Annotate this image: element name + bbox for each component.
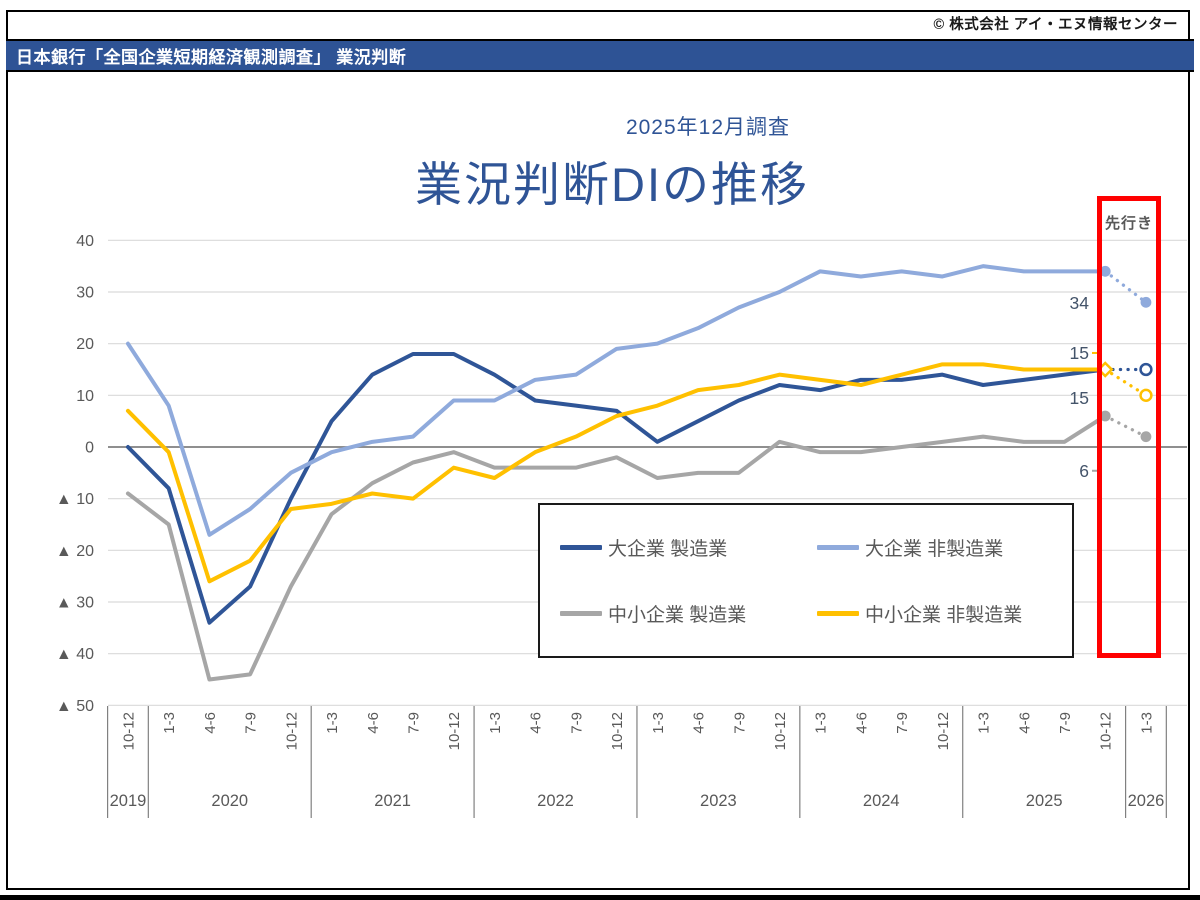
x-axis-year-label: 2026 xyxy=(1128,792,1165,810)
y-axis-tick-label: 0 xyxy=(85,440,94,457)
page-bottom-border xyxy=(0,895,1200,900)
x-axis-year-label: 2023 xyxy=(700,792,737,810)
x-axis-quarter-label: 1-3 xyxy=(976,712,993,734)
x-axis-quarter-label: 10-12 xyxy=(120,712,137,750)
series-end-value-label: 6 xyxy=(1079,461,1089,481)
legend-label-large-nonmanufacturing: 大企業 非製造業 xyxy=(865,539,1004,561)
x-axis-quarter-label: 4-6 xyxy=(528,712,545,734)
series-end-value-label: 34 xyxy=(1070,293,1090,313)
y-axis-tick-label: ▲ 10 xyxy=(56,491,94,508)
x-axis-quarter-label: 7-9 xyxy=(894,712,911,734)
series-end-value-label: 15 xyxy=(1070,388,1089,408)
forecast-point-marker xyxy=(1139,362,1153,377)
x-axis-year-label: 2025 xyxy=(1026,792,1063,810)
x-axis-quarter-label: 7-9 xyxy=(243,712,260,734)
legend-swatch-small-manufacturing xyxy=(560,610,602,616)
data-point-marker xyxy=(1140,296,1152,308)
x-axis-quarter-label: 4-6 xyxy=(365,712,382,734)
data-point-marker xyxy=(1140,431,1152,443)
chart-legend: 大企業 製造業 大企業 非製造業 中小企業 製造業 中小企業 非製造業 xyxy=(538,503,1074,658)
x-axis-quarter-label: 10-12 xyxy=(446,712,463,750)
x-axis-quarter-label: 1-3 xyxy=(813,712,830,734)
series-line xyxy=(125,362,1108,584)
y-axis-tick-label: 40 xyxy=(76,233,94,250)
legend-label-large-manufacturing: 大企業 製造業 xyxy=(608,539,728,561)
y-axis-tick-label: ▲ 40 xyxy=(56,646,94,663)
x-axis-quarter-label: 4-6 xyxy=(202,712,219,734)
legend-row: 中小企業 製造業 中小企業 非製造業 xyxy=(560,600,1072,627)
forecast-label: 先行き xyxy=(1104,215,1153,232)
x-axis-quarter-label: 1-3 xyxy=(1138,712,1155,734)
x-axis-quarter-label: 10-12 xyxy=(609,712,626,750)
x-axis-quarter-label: 4-6 xyxy=(853,712,870,734)
legend-swatch-small-nonmanufacturing xyxy=(817,610,859,616)
x-axis-quarter-label: 1-3 xyxy=(650,712,667,734)
x-axis-year-label: 2019 xyxy=(110,792,147,810)
series-forecast-dotted-line xyxy=(1103,367,1148,397)
x-axis-quarter-label: 10-12 xyxy=(283,712,300,750)
series-end-value-label: 15 xyxy=(1070,343,1089,363)
survey-date-label: 2025年12月調査 xyxy=(625,116,791,139)
legend-item-small-nonmanufacturing: 中小企業 非製造業 xyxy=(817,600,1022,627)
x-axis-quarter-label: 7-9 xyxy=(731,712,748,734)
legend-swatch-large-nonmanufacturing xyxy=(817,545,859,551)
x-axis-year-label: 2022 xyxy=(537,792,574,810)
x-axis-quarter-label: 7-9 xyxy=(568,712,585,734)
x-axis-year-label: 2021 xyxy=(374,792,411,810)
legend-swatch-large-manufacturing xyxy=(560,545,602,551)
legend-item-large-nonmanufacturing: 大企業 非製造業 xyxy=(817,534,1003,561)
forecast-highlight-box: 先行き xyxy=(1097,196,1161,658)
x-axis-quarter-label: 10-12 xyxy=(935,712,952,750)
y-axis-tick-label: 20 xyxy=(76,336,94,353)
x-axis-quarter-label: 10-12 xyxy=(772,712,789,750)
content-frame xyxy=(6,10,1190,890)
x-axis-quarter-label: 1-3 xyxy=(487,712,504,734)
x-axis-quarter-label: 1-3 xyxy=(324,712,341,734)
y-axis-tick-label: ▲ 30 xyxy=(56,595,94,612)
y-axis-tick-label: 30 xyxy=(76,284,94,301)
x-axis-quarter-label: 4-6 xyxy=(691,712,708,734)
y-axis-tick-label: 10 xyxy=(76,388,94,405)
y-axis-tick-label: ▲ 50 xyxy=(56,698,94,715)
x-axis-quarter-label: 7-9 xyxy=(406,712,423,734)
report-banner-title: 日本銀行「全国企業短期経済観測調査」 業況判断 xyxy=(16,48,407,67)
x-axis-quarter-label: 1-3 xyxy=(161,712,178,734)
legend-label-small-nonmanufacturing: 中小企業 非製造業 xyxy=(865,604,1023,626)
legend-item-large-manufacturing: 大企業 製造業 xyxy=(560,534,817,561)
data-point-marker xyxy=(1099,265,1111,277)
forecast-point-marker xyxy=(1139,388,1153,402)
series-line xyxy=(125,264,1108,537)
y-axis-tick-label: ▲ 20 xyxy=(56,543,94,560)
data-point-marker xyxy=(1099,410,1111,422)
legend-label-small-manufacturing: 中小企業 製造業 xyxy=(608,604,747,626)
copyright-note: © 株式会社 アイ・エヌ情報センター xyxy=(933,17,1178,33)
x-axis-year-label: 2020 xyxy=(211,792,248,810)
series-forecast-dotted-line xyxy=(1103,269,1148,304)
series-line xyxy=(125,413,1108,682)
x-axis-quarter-label: 4-6 xyxy=(1016,712,1033,734)
chart-title: 業況判断DIの推移 xyxy=(415,158,809,211)
series-forecast-dotted-line xyxy=(1103,414,1148,439)
legend-item-small-manufacturing: 中小企業 製造業 xyxy=(560,600,817,627)
x-axis-year-label: 2024 xyxy=(863,792,900,810)
x-axis-quarter-label: 10-12 xyxy=(1098,712,1115,750)
series-line xyxy=(125,351,1108,625)
x-axis-quarter-label: 7-9 xyxy=(1057,712,1074,734)
legend-row: 大企業 製造業 大企業 非製造業 xyxy=(560,534,1072,561)
report-banner: 日本銀行「全国企業短期経済観測調査」 業況判断 xyxy=(6,39,1194,72)
